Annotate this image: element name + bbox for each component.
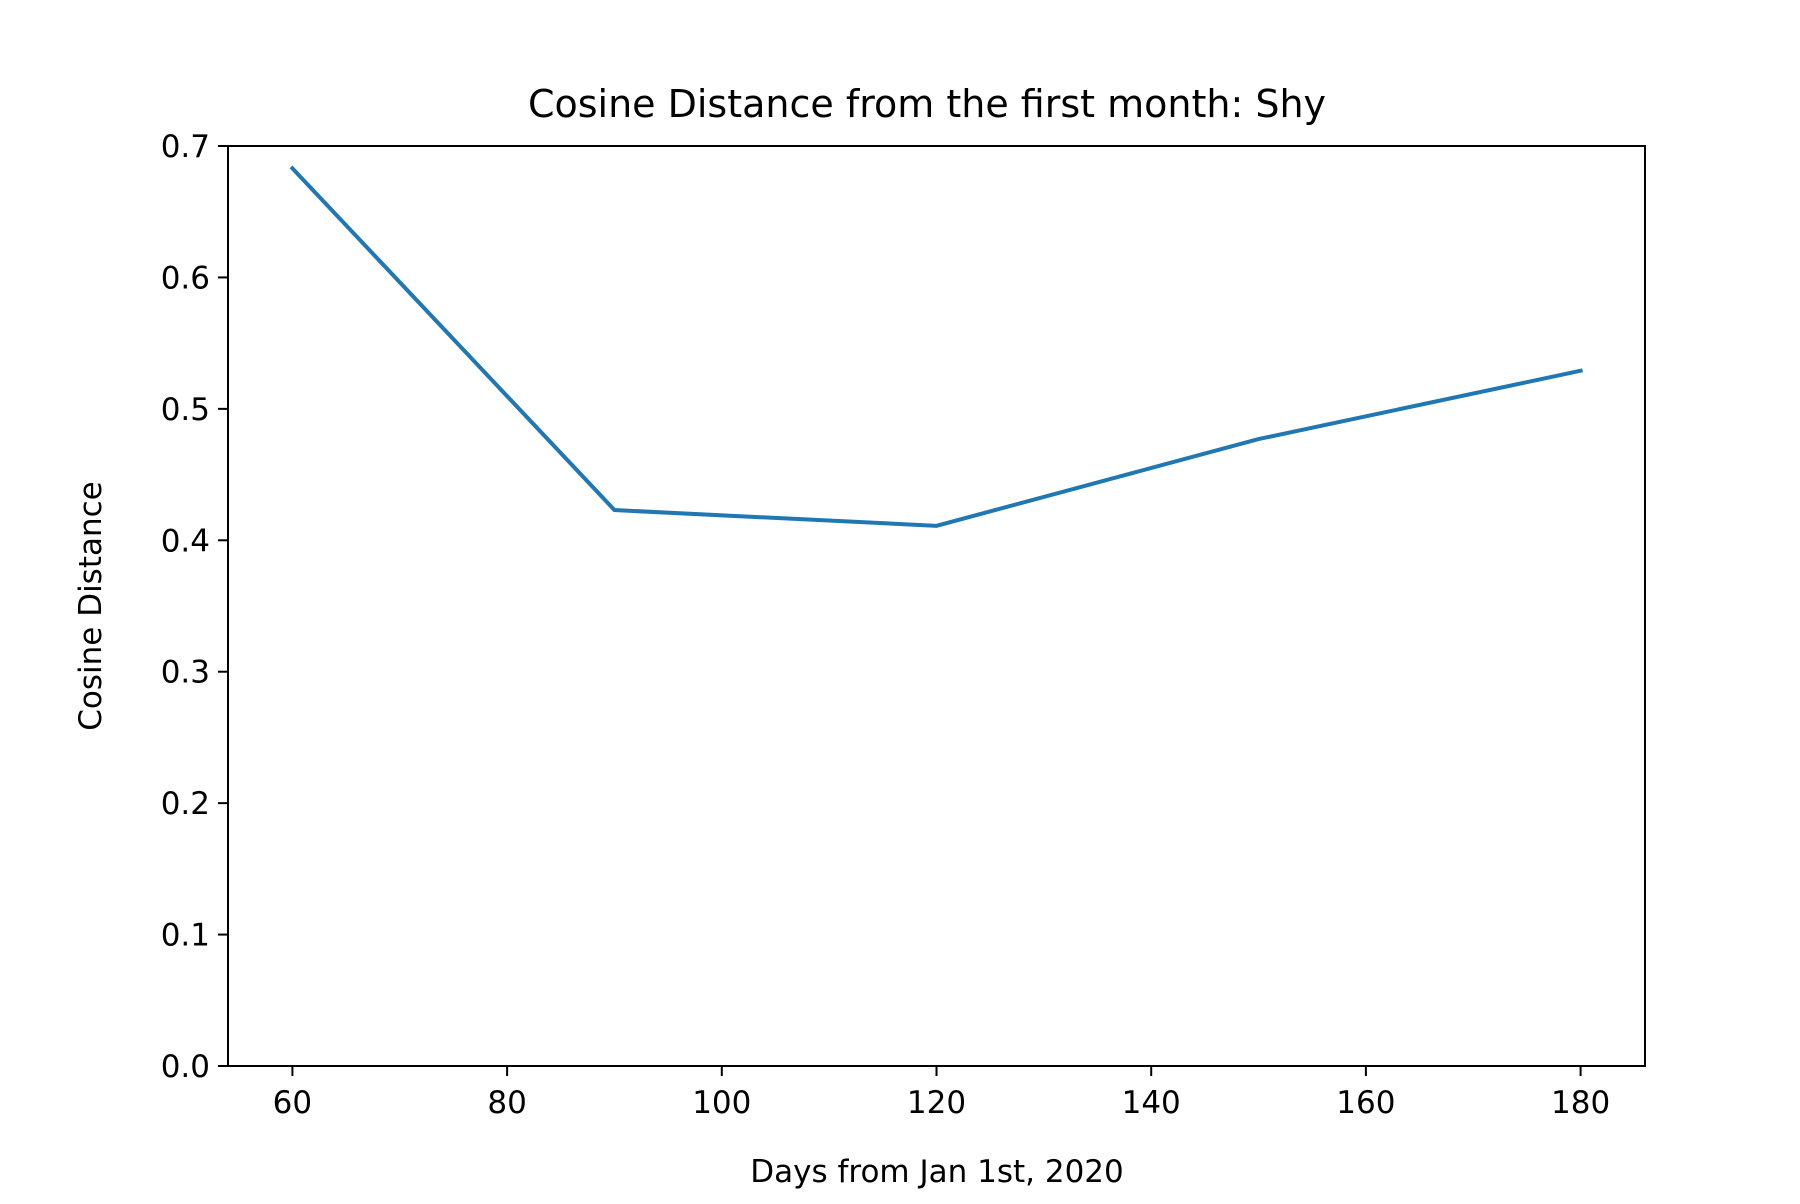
x-tick-label: 60	[273, 1085, 312, 1121]
y-axis-ticks: 0.0 0.1 0.2 0.3 0.4 0.5 0.6 0.7	[161, 129, 228, 1085]
chart-title: Cosine Distance from the first month: Sh…	[528, 82, 1326, 126]
x-tick-label: 80	[487, 1085, 526, 1121]
plot-frame	[227, 145, 1646, 1067]
series-line	[289, 165, 1583, 528]
x-tick-label: 120	[907, 1085, 966, 1121]
series-layer	[289, 165, 1583, 528]
x-tick-label: 160	[1336, 1085, 1395, 1121]
y-tick-label: 0.6	[161, 260, 210, 296]
y-tick-label: 0.3	[161, 655, 210, 691]
x-axis-label: Days from Jan 1st, 2020	[750, 1154, 1123, 1190]
x-axis-ticks: 60 80 100 120 140 160 180	[273, 1066, 1610, 1121]
y-tick-label: 0.1	[161, 918, 210, 954]
y-tick-label: 0.2	[161, 786, 210, 822]
y-tick-label: 0.7	[161, 129, 210, 165]
x-tick-label: 140	[1122, 1085, 1181, 1121]
x-tick-label: 180	[1551, 1085, 1610, 1121]
y-tick-label: 0.0	[161, 1049, 210, 1085]
x-tick-label: 100	[692, 1085, 751, 1121]
y-tick-label: 0.4	[161, 523, 210, 559]
y-axis-label: Cosine Distance	[73, 481, 109, 731]
y-tick-label: 0.5	[161, 392, 210, 428]
